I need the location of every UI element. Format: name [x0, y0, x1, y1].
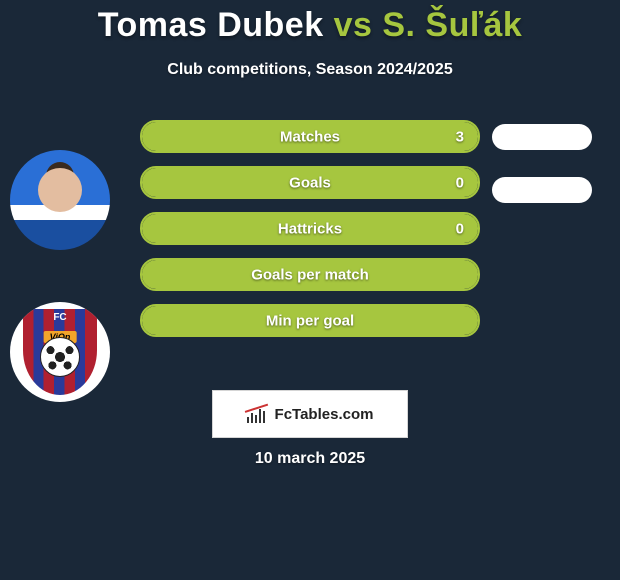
stat-value: 0: [456, 174, 464, 191]
player1-avatar: [10, 150, 110, 250]
player2-avatar: ViOn: [10, 302, 110, 402]
stat-row: Goals0: [140, 166, 480, 199]
stat-row: Hattricks0: [140, 212, 480, 245]
stat-row: Goals per match: [140, 258, 480, 291]
stat-value: 3: [456, 128, 464, 145]
stat-row: Min per goal: [140, 304, 480, 337]
stat-label: Goals: [142, 174, 478, 191]
subtitle: Club competitions, Season 2024/2025: [0, 61, 620, 79]
soccer-ball-icon: [40, 337, 80, 377]
stat-label: Matches: [142, 128, 478, 145]
page-title: Tomas Dubek vs S. Šuľák: [0, 0, 620, 45]
chart-icon: [247, 405, 269, 423]
brand-text: FcTables.com: [275, 406, 374, 423]
comparison-bubble: [492, 177, 592, 203]
player1-name: Tomas Dubek: [98, 6, 324, 44]
brand-box: FcTables.com: [212, 390, 408, 438]
comparison-bubble: [492, 124, 592, 150]
stat-label: Goals per match: [142, 266, 478, 283]
player2-name: S. Šuľák: [382, 6, 522, 44]
stat-value: 0: [456, 220, 464, 237]
stats-panel: Matches3Goals0Hattricks0Goals per matchM…: [140, 120, 480, 350]
club-crest: ViOn: [23, 309, 97, 395]
stat-label: Min per goal: [142, 312, 478, 329]
vs-text: vs: [334, 6, 373, 44]
stat-label: Hattricks: [142, 220, 478, 237]
date-label: 10 march 2025: [0, 450, 620, 468]
stat-row: Matches3: [140, 120, 480, 153]
